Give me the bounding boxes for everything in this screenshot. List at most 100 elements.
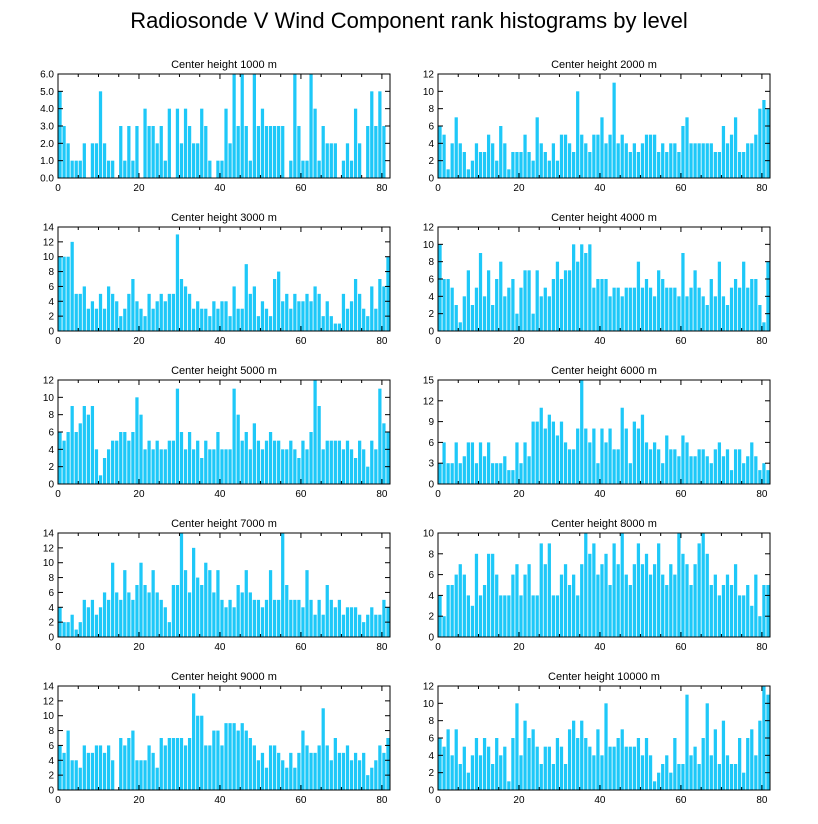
histogram-bar (349, 607, 354, 637)
histogram-bar (640, 143, 645, 178)
histogram-bar (123, 432, 127, 484)
histogram-bar (442, 134, 446, 178)
histogram-bar (98, 745, 103, 790)
histogram-bar (450, 463, 454, 484)
histogram-bar (746, 738, 750, 790)
histogram-bar (551, 279, 556, 331)
histogram-bar (657, 772, 661, 790)
histogram-bar (192, 693, 196, 790)
histogram-bar (115, 440, 119, 484)
histogram-bar (329, 599, 333, 637)
histogram-bar (171, 585, 176, 637)
histogram-bar (754, 279, 758, 331)
histogram-bar (563, 134, 568, 178)
histogram-bar (244, 570, 248, 637)
x-tick-label: 60 (675, 489, 687, 500)
histogram-bar (596, 463, 600, 484)
histogram-bar (608, 428, 612, 484)
y-tick-label: 10 (423, 87, 435, 98)
histogram-bar (70, 160, 74, 178)
histogram-bar (746, 585, 750, 637)
histogram-bar (669, 143, 673, 178)
histogram-bar (232, 388, 236, 484)
histogram-bar (539, 764, 543, 790)
histogram-bar (681, 435, 685, 484)
histogram-bar (325, 745, 329, 790)
histogram-bar (584, 533, 588, 637)
histogram-bar (353, 108, 358, 178)
histogram-bar (62, 622, 66, 637)
panel-title: Center height 3000 m (171, 212, 277, 224)
histogram-bar (588, 746, 592, 790)
histogram-bar (503, 746, 507, 790)
histogram-bar (208, 160, 212, 178)
histogram-bar (196, 577, 200, 637)
x-tick-label: 80 (376, 489, 388, 500)
histogram-bar (370, 286, 374, 331)
histogram-bar (665, 152, 669, 178)
histogram-bar (466, 442, 470, 484)
histogram-bar (127, 738, 131, 790)
histogram-bar (523, 442, 527, 484)
histogram-bar (742, 261, 746, 331)
histogram-bar (236, 730, 240, 790)
y-tick-label: 2.0 (40, 139, 54, 150)
histogram-bar (329, 440, 333, 484)
histogram-bar (333, 440, 337, 484)
histogram-bar (159, 126, 163, 178)
histogram-bar (628, 287, 632, 331)
histogram-bar (62, 440, 66, 484)
histogram-bar (305, 449, 309, 484)
histogram-bar (272, 599, 277, 637)
histogram-bar (289, 752, 293, 790)
histogram-bar (576, 738, 580, 790)
histogram-bar (349, 160, 354, 178)
histogram-bar (738, 449, 742, 484)
histogram-bar (240, 592, 244, 637)
histogram-bar (200, 308, 204, 331)
histogram-bar (442, 616, 446, 637)
histogram-bar (378, 279, 382, 331)
x-tick-label: 20 (513, 642, 525, 653)
histogram-bar (725, 574, 730, 637)
histogram-bar (216, 570, 220, 637)
histogram-bar (353, 752, 358, 790)
histogram-bar (127, 293, 131, 331)
histogram-bar (362, 449, 366, 484)
y-tick-label: 4 (48, 445, 54, 456)
histogram-bar (183, 108, 188, 178)
panel-title: Center height 10000 m (548, 671, 660, 683)
histogram-bar (693, 143, 697, 178)
histogram-bar (499, 463, 503, 484)
y-tick-label: 8 (428, 104, 434, 115)
histogram-bar (677, 456, 681, 484)
histogram-bar (90, 301, 95, 331)
histogram-bar (572, 449, 576, 484)
histogram-bar (212, 449, 216, 484)
x-tick-label: 60 (295, 642, 307, 653)
x-tick-label: 20 (133, 795, 145, 806)
histogram-bar (474, 553, 479, 637)
histogram-bar (527, 152, 531, 178)
histogram-bar (689, 456, 693, 484)
histogram-bar (673, 143, 677, 178)
histogram-bar (624, 143, 628, 178)
histogram-bar (301, 607, 305, 637)
histogram-bar (106, 449, 111, 484)
histogram-bar (604, 143, 608, 178)
histogram-bar (713, 574, 717, 637)
histogram-bar (592, 287, 596, 331)
histogram-bar (689, 585, 693, 637)
histogram-bar (762, 463, 766, 484)
histogram-bar (531, 595, 535, 637)
y-tick-label: 2 (48, 771, 54, 782)
histogram-bar (511, 152, 515, 178)
y-tick-label: 8 (48, 410, 54, 421)
y-tick-label: 6 (428, 438, 434, 449)
histogram-bar (139, 308, 143, 331)
histogram-bar (746, 287, 750, 331)
histogram-bar (179, 738, 184, 790)
histogram-bar (640, 755, 645, 790)
histogram-bar (111, 293, 115, 331)
histogram-bar (74, 160, 78, 178)
